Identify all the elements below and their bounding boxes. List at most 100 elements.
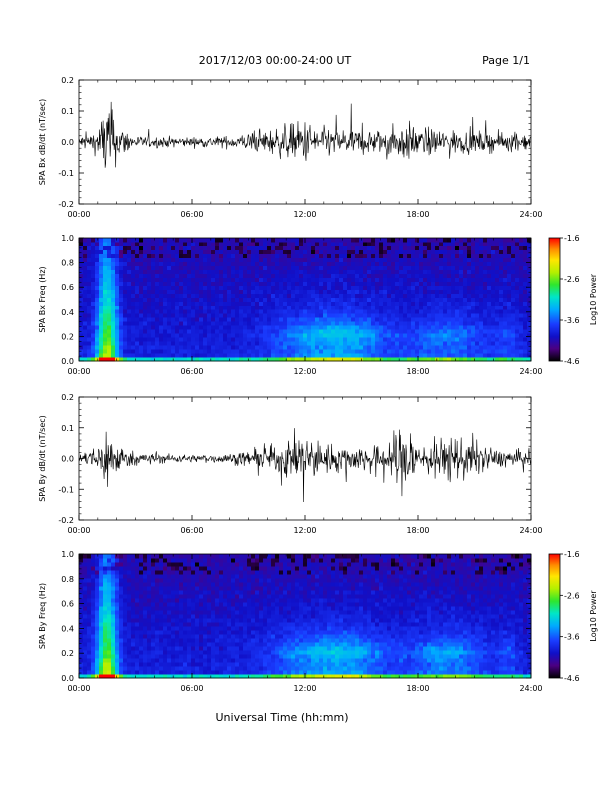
spectrogram-cell — [143, 646, 148, 651]
spectrogram-cell — [375, 277, 380, 282]
spectrogram-cell — [175, 630, 180, 635]
spectrogram-cell — [283, 238, 288, 243]
spectrogram-cell — [279, 297, 284, 302]
spectrogram-cell — [271, 289, 276, 294]
spectrogram-cell — [355, 241, 360, 247]
spectrogram-cell — [195, 341, 200, 346]
spectrogram-cell — [131, 245, 136, 251]
spectrogram-cell — [135, 281, 140, 286]
spectrogram-cell — [319, 329, 324, 334]
spectrogram-cell — [95, 317, 100, 322]
spectrogram-cell — [303, 253, 308, 259]
spectrogram-cell — [187, 341, 192, 346]
spectrogram-cell — [239, 305, 244, 310]
spectrogram-cell — [215, 341, 220, 346]
spectrogram-cell — [227, 321, 232, 326]
spectrogram-cell — [163, 582, 168, 587]
spectrogram-cell — [135, 670, 140, 675]
spectrogram-cell — [335, 273, 340, 278]
spectrogram-cell — [223, 357, 228, 362]
spectrogram-cell — [439, 273, 444, 278]
spectrogram-cell — [275, 321, 280, 326]
spectrogram-cell — [91, 614, 96, 619]
spectrogram-cell — [475, 289, 480, 294]
spectrogram-cell — [515, 285, 520, 290]
spectrogram-cell — [339, 241, 344, 247]
spectrogram-cell — [183, 313, 188, 318]
spectrogram-cell — [455, 277, 460, 282]
spectrogram-cell — [95, 257, 100, 263]
spectrogram-cell — [239, 317, 244, 322]
spectrogram-cell — [187, 666, 192, 671]
spectrogram-cell — [215, 606, 220, 611]
spectrogram-cell — [439, 317, 444, 322]
spectrogram-cell — [363, 269, 368, 275]
spectrogram-cell — [419, 329, 424, 334]
spectrogram-cell — [191, 582, 196, 587]
spectrogram-cell — [143, 626, 148, 631]
spectrogram-cell — [151, 674, 156, 679]
spectrogram-cell — [363, 345, 368, 350]
spectrogram-cell — [387, 285, 392, 290]
spectrogram-cell — [495, 285, 500, 290]
spectrogram-cell — [475, 257, 480, 263]
spectrogram-cell — [359, 257, 364, 263]
spectrogram-cell — [103, 670, 108, 675]
spectrogram-cell — [159, 642, 164, 647]
spectrogram-cell — [79, 249, 84, 255]
spectrogram-cell — [83, 658, 88, 663]
spectrogram-cell — [455, 297, 460, 302]
spectrogram-cell — [375, 297, 380, 302]
spectrogram-cell — [79, 622, 84, 627]
spectrogram-cell — [195, 610, 200, 615]
spectrogram-cell — [155, 313, 160, 318]
spectrogram-cell — [159, 245, 164, 251]
spectrogram-cell — [199, 662, 204, 667]
spectrogram-cell — [183, 594, 188, 599]
spectrogram-cell — [255, 337, 260, 342]
spectrogram-cell — [103, 562, 108, 567]
spectrogram-cell — [231, 325, 236, 330]
spectrogram-cell — [267, 265, 272, 271]
spectrogram-cell — [127, 337, 132, 342]
spectrogram-cell — [427, 321, 432, 326]
spectrogram-cell — [91, 642, 96, 647]
spectrogram-cell — [431, 317, 436, 322]
spectrogram-cell — [399, 249, 404, 255]
spectrogram-cell — [491, 305, 496, 310]
spectrogram-cell — [447, 289, 452, 294]
spectrogram-cell — [347, 293, 352, 298]
spectrogram-cell — [523, 353, 528, 358]
spectrogram-cell — [355, 301, 360, 306]
spectrogram-cell — [159, 618, 164, 623]
spectrogram-cell — [443, 349, 448, 354]
spectrogram-cell — [359, 289, 364, 294]
spectrogram-cell — [295, 238, 300, 243]
spectrogram-cell — [451, 297, 456, 302]
spectrogram-cell — [479, 245, 484, 251]
spectrogram-cell — [123, 630, 128, 635]
spectrogram-cell — [223, 658, 228, 663]
spectrogram-cell — [131, 249, 136, 255]
spectrogram-cell — [199, 293, 204, 298]
spectrogram-cell — [267, 253, 272, 259]
spectrogram-cell — [151, 618, 156, 623]
y-tick-label: 0.0 — [61, 357, 74, 366]
spectrogram-cell — [183, 305, 188, 310]
spectrogram-cell — [171, 610, 176, 615]
spectrogram-cell — [411, 321, 416, 326]
spectrogram-cell — [103, 321, 108, 326]
spectrogram-cell — [87, 277, 92, 282]
spectrogram-cell — [331, 269, 336, 275]
spectrogram-cell — [211, 357, 216, 362]
spectrogram-cell — [379, 337, 384, 342]
spectrogram-cell — [155, 650, 160, 655]
spectrogram-cell — [219, 570, 224, 575]
spectrogram-cell — [111, 357, 116, 362]
spectrogram-cell — [179, 610, 184, 615]
spectrogram-cell — [495, 297, 500, 302]
spectrogram-cell — [291, 265, 296, 271]
spectrogram-cell — [155, 301, 160, 306]
spectrogram-cell — [303, 261, 308, 267]
spectrogram-cell — [199, 341, 204, 346]
